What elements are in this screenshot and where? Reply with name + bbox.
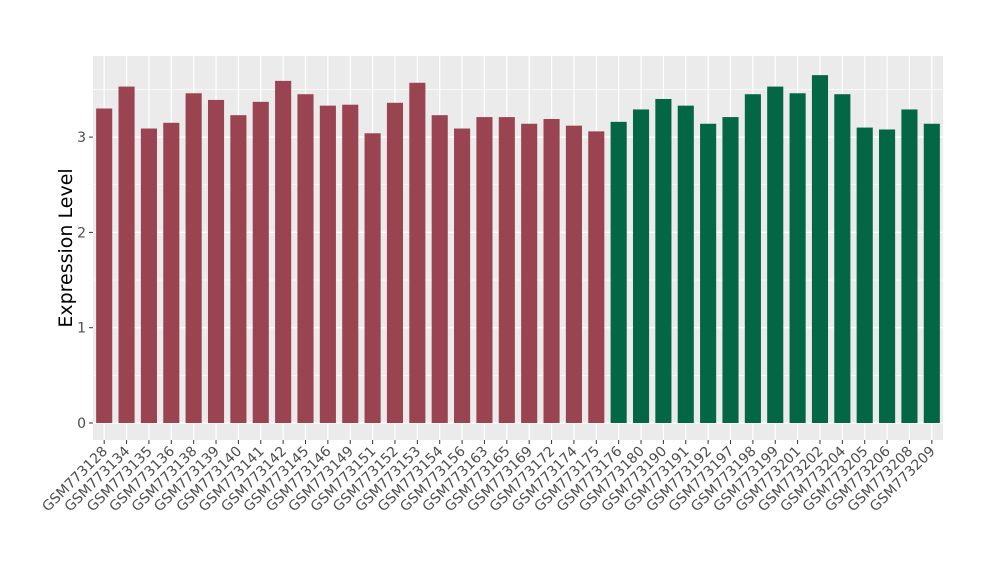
bar: [923, 123, 940, 424]
bar: [632, 109, 650, 423]
bar: [856, 127, 873, 423]
bar: [185, 93, 202, 424]
y-tick-label: 3: [77, 130, 86, 146]
bar: [811, 75, 829, 423]
bar: [610, 121, 627, 424]
bar: [588, 131, 605, 423]
bar: [342, 104, 359, 423]
bar: [319, 105, 336, 423]
bar: [275, 80, 292, 424]
bar: [386, 102, 404, 424]
bar: [96, 108, 113, 423]
bar: [163, 122, 180, 424]
y-tick-label: 1: [77, 321, 86, 337]
y-tick-label: 2: [77, 225, 86, 241]
bar: [677, 105, 694, 423]
bar: [498, 117, 515, 423]
bar: [655, 98, 672, 423]
bar: [454, 128, 471, 423]
bar: [118, 86, 135, 423]
bar: [767, 86, 784, 423]
bar: [252, 101, 269, 424]
bar: [543, 118, 560, 424]
y-axis: 0 1 2 3: [77, 130, 93, 432]
bar: [230, 115, 247, 423]
bar: [879, 129, 896, 423]
bar: [521, 123, 538, 424]
bar: [834, 94, 851, 423]
bar: [565, 125, 582, 423]
bar: [722, 117, 739, 423]
x-axis: GSM773128GSM773134GSM773135GSM773136GSM7…: [39, 440, 939, 515]
bar: [207, 99, 225, 424]
bar: [700, 123, 717, 424]
bar: [476, 117, 493, 423]
bar: [744, 94, 761, 423]
bars: [96, 75, 940, 424]
bar: [364, 133, 381, 423]
bar: [431, 115, 448, 423]
bar: [140, 128, 157, 423]
y-axis-label: Expression Level: [55, 168, 77, 327]
bar: [901, 109, 918, 423]
bar: [409, 82, 426, 424]
bar: [297, 94, 314, 423]
y-tick-label: 0: [77, 416, 86, 432]
bar: [789, 93, 806, 424]
